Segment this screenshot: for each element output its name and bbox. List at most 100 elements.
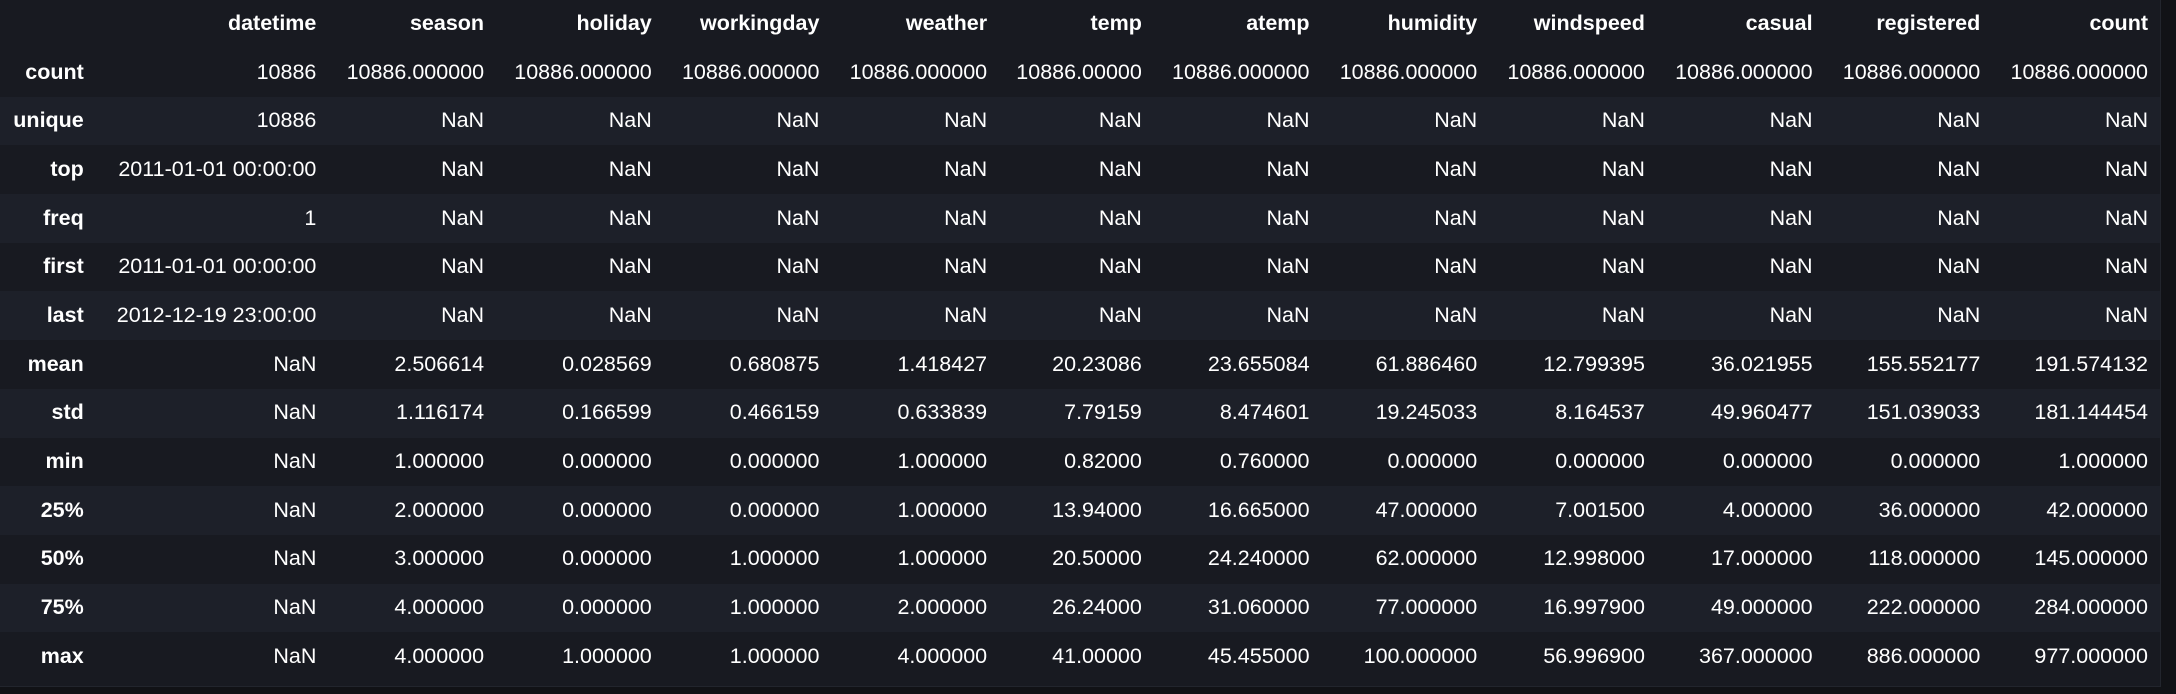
table-cell: NaN [944,303,988,328]
table-body: count 10886 10886.000000 10886.000000 10886.… [0,48,2160,681]
table-row: last 2012-12-19 23:00:00 NaN NaN NaN NaN NaN Na… [0,291,2160,341]
table-cell: NaN [1434,156,1478,181]
table-cell: 284.000000 [2034,595,2148,620]
table-cell: NaN [273,643,317,668]
table-cell: 7.79159 [1064,400,1142,425]
table-cell: 2.000000 [394,497,485,522]
table-cell: 118.000000 [1868,546,1981,571]
column-header-windspeed: windspeed [1533,11,1645,36]
table-cell: 2.000000 [897,595,988,620]
table-cell: 4.000000 [394,595,485,620]
table-row: std NaN 1.116174 0.166599 0.466159 0.633839 7.… [0,388,2160,438]
column-header-casual: casual [1745,11,1813,36]
table-cell: 10886 [256,108,317,133]
table-cell: NaN [1098,303,1142,328]
table-row: count 10886 10886.000000 10886.000000 10886.… [0,48,2160,97]
table-cell: 10886.00000 [1016,59,1142,84]
table-cell: NaN [1601,254,1645,279]
table-cell: 0.000000 [729,449,820,474]
table-cell: 0.000000 [562,449,652,474]
row-label: freq [43,205,84,230]
table-cell: 49.960477 [1710,400,1813,425]
table-cell: 2011-01-01 00:00:00 [118,254,317,279]
table-cell: 0.000000 [729,497,820,522]
table-cell: 1.000000 [897,546,988,571]
table-cell: 62.000000 [1375,546,1478,571]
column-header-registered: registered [1876,11,1981,36]
table-cell: 181.144454 [2034,400,2148,425]
table-cell: NaN [1937,108,1981,133]
table-cell: NaN [1266,303,1310,328]
table-row: top 2011-01-01 00:00:00 NaN NaN NaN NaN NaN NaN… [0,145,2160,194]
table-row: min NaN 1.000000 0.000000 0.000000 1.000000 0.… [0,438,2160,487]
table-cell: NaN [1266,254,1310,279]
table-cell: 10886.000000 [1172,59,1310,84]
table-cell: NaN [1769,108,1813,133]
row-label: last [46,303,84,328]
table-cell: 10886.000000 [849,59,988,84]
table-cell: 41.00000 [1052,643,1142,668]
table-cell: NaN [1937,303,1981,328]
table-row: first 2011-01-01 00:00:00 NaN NaN NaN NaN NaN N… [0,243,2160,292]
column-header-holiday: holiday [576,11,652,36]
row-label: min [45,449,84,474]
table-cell: 2.506614 [394,351,485,376]
table-cell: 23.655084 [1207,351,1310,376]
table-cell: NaN [776,108,820,133]
row-label: top [50,156,84,181]
column-header-weather: weather [905,11,988,36]
table-cell: 10886.000000 [514,59,652,84]
table-cell: 0.000000 [1555,449,1645,474]
column-header-atemp: atemp [1246,11,1310,36]
table-cell: NaN [1769,205,1813,230]
table-cell: NaN [776,303,820,328]
row-label: mean [27,351,84,376]
table-cell: NaN [1266,108,1310,133]
table-cell: NaN [1601,156,1645,181]
table-cell: 222.000000 [1866,595,1981,620]
table-cell: NaN [1601,303,1645,328]
table-cell: NaN [608,303,652,328]
table-cell: 0.680875 [729,351,820,376]
table-cell: NaN [2104,205,2148,230]
table-cell: NaN [1434,303,1478,328]
table-cell: NaN [2104,254,2148,279]
table-cell: 4.000000 [394,643,485,668]
table-cell: 16.997900 [1543,595,1645,620]
column-header-season: season [409,11,485,36]
table-cell: NaN [273,497,317,522]
table-cell: 45.455000 [1207,643,1310,668]
table-cell: NaN [1266,156,1310,181]
index-corner [0,0,96,48]
row-label: 75% [40,595,84,620]
table-cell: NaN [944,254,988,279]
table-cell: NaN [1266,205,1310,230]
table-cell: 10886.000000 [346,59,485,84]
table-cell: NaN [273,546,317,571]
table-cell: NaN [776,156,820,181]
table-cell: 0.028569 [562,351,652,376]
row-label: count [25,59,84,84]
table-cell: 977.000000 [2034,643,2148,668]
table-cell: 31.060000 [1207,595,1310,620]
table-cell: 16.665000 [1207,497,1310,522]
table-cell: 49.000000 [1710,595,1813,620]
table-cell: 1.000000 [394,449,485,474]
row-label: first [43,254,84,279]
column-header-workingday: workingday [699,11,820,36]
table-cell: 0.166599 [562,400,652,425]
header-row: datetime season holiday workingday weather te… [0,0,2160,48]
table-cell: 24.240000 [1207,546,1310,571]
table-cell: 10886.000000 [1339,59,1478,84]
table-cell: 77.000000 [1375,595,1478,620]
column-header-temp: temp [1090,11,1142,36]
table-cell: 155.552177 [1866,351,1981,376]
table-cell: 4.000000 [1722,497,1813,522]
table-cell: NaN [441,108,485,133]
table-cell: 1.000000 [729,643,820,668]
table-cell: NaN [273,595,317,620]
table-cell: 8.164537 [1555,400,1645,425]
table-cell: 0.000000 [562,546,652,571]
table-cell: 1.000000 [2058,449,2148,474]
